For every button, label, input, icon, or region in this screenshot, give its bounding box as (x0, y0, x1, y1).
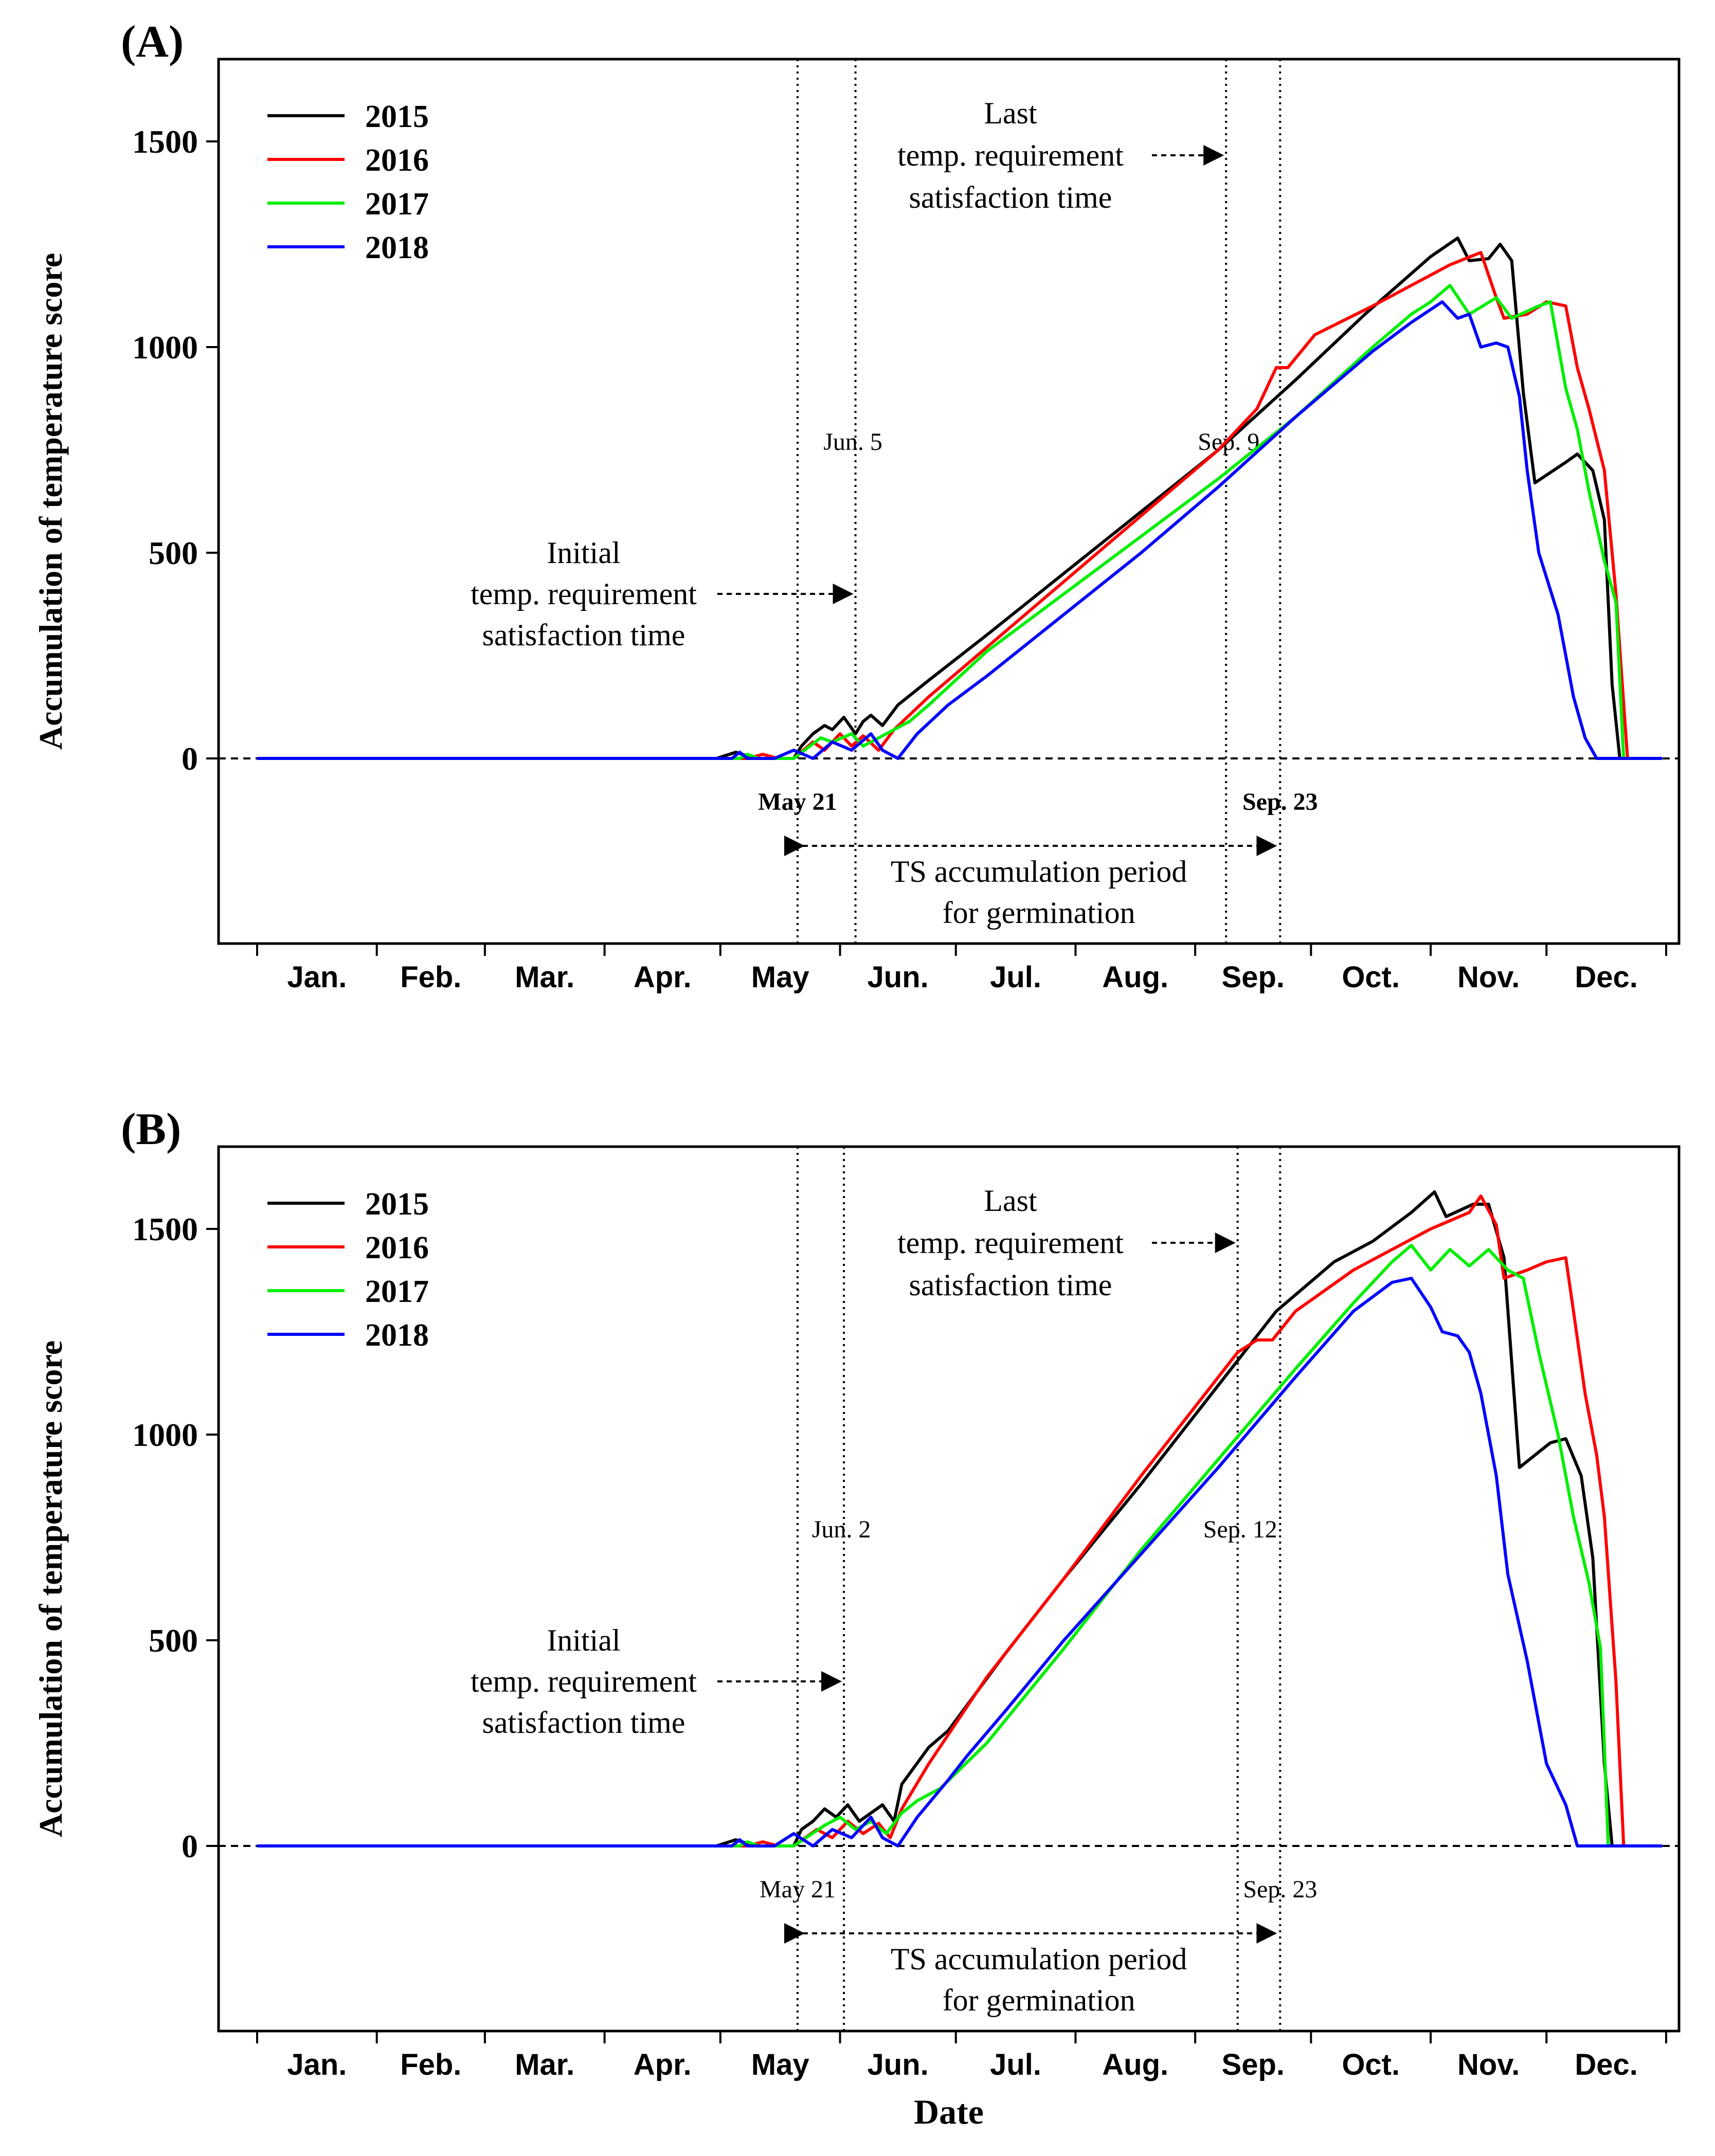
x-axis-label: Date (914, 2092, 984, 2131)
legend-label-2018: 2018 (365, 230, 429, 265)
y-tick-label: 500 (149, 535, 198, 571)
may-date-label: May 21 (758, 788, 837, 816)
y-tick-label: 1500 (132, 123, 198, 160)
x-tick-label: Jul. (990, 2048, 1041, 2081)
initial-annotation-line: temp. requirement (471, 577, 697, 611)
x-tick-label: Feb. (400, 2048, 461, 2081)
x-tick-label: Apr. (634, 2048, 692, 2081)
panel-label: (B) (121, 1104, 181, 1154)
x-tick-label: Jan. (287, 961, 347, 994)
legend-label-2018: 2018 (365, 1318, 429, 1353)
initial-annotation-line: satisfaction time (482, 1706, 685, 1740)
sep-date-label: Sep. 23 (1243, 1876, 1317, 1903)
plot-frame (217, 58, 1681, 945)
series-line-2018 (257, 300, 1663, 760)
last-annotation-line: satisfaction time (909, 180, 1112, 214)
x-tick-label: Oct. (1342, 2048, 1400, 2081)
chart-panel-a: (A) 0 500 1000 1500 Accumulation of temperatu… (32, 17, 1681, 994)
series-line-2015 (257, 237, 1663, 760)
x-tick-label: Oct. (1342, 961, 1400, 994)
x-tick-label: Dec. (1575, 961, 1638, 994)
x-tick-label: Jul. (990, 961, 1041, 994)
legend-label-2017: 2017 (365, 1274, 429, 1309)
y-tick-label: 500 (149, 1622, 198, 1659)
series-line-2018 (257, 1277, 1663, 1847)
series-line-2017 (257, 284, 1663, 760)
x-tick-label: Jun. (868, 961, 929, 994)
y-tick-label: 1000 (132, 329, 198, 366)
last-annotation-line: Last (984, 1184, 1037, 1218)
y-tick-label: 0 (182, 1828, 198, 1864)
legend-label-2015: 2015 (365, 1187, 429, 1222)
chart-panel-b: (B) 0 500 1000 1500 Accumulation of temperatu… (32, 1104, 1681, 2131)
x-tick-label: Nov. (1457, 2048, 1520, 2081)
y-axis-label: Accumulation of temperature score (32, 1340, 69, 1837)
x-tick-label: May (751, 2048, 809, 2081)
x-tick-label: Nov. (1457, 961, 1520, 994)
panel-label: (A) (121, 17, 184, 67)
x-tick-label: Jan. (287, 2048, 347, 2081)
y-axis-label: Accumulation of temperature score (32, 253, 69, 750)
x-tick-label: Mar. (515, 961, 574, 994)
period-annotation-line: TS accumulation period (891, 855, 1187, 889)
x-tick-label: Apr. (634, 961, 692, 994)
x-tick-label: Dec. (1575, 2048, 1638, 2081)
x-tick-label: Sep. (1222, 961, 1285, 994)
plot-frame (217, 1145, 1681, 2033)
legend-label-2016: 2016 (365, 143, 429, 178)
legend-label-2015: 2015 (365, 99, 429, 134)
last-annotation-line: temp. requirement (897, 1226, 1124, 1260)
x-tick-label: May (751, 961, 809, 994)
initial-annotation-line: temp. requirement (471, 1664, 697, 1698)
jun-vline-label: Jun. 2 (812, 1516, 871, 1543)
may-date-label: May 21 (760, 1876, 836, 1903)
y-tick-label: 0 (182, 740, 198, 777)
x-tick-label: Aug. (1102, 961, 1168, 994)
period-annotation-line: for germination (943, 1983, 1135, 2017)
initial-annotation-line: Initial (547, 536, 620, 570)
x-tick-label: Sep. (1222, 2048, 1285, 2081)
series-line-2015 (257, 1190, 1663, 1847)
sep-date-label: Sep. 23 (1242, 788, 1318, 816)
sep-vline-label: Sep. 12 (1203, 1516, 1277, 1543)
legend-label-2016: 2016 (365, 1230, 429, 1265)
last-annotation-line: temp. requirement (897, 138, 1124, 172)
y-tick-label: 1000 (132, 1417, 198, 1453)
jun-vline-label: Jun. 5 (823, 428, 882, 456)
series-line-2016 (257, 1194, 1663, 1847)
initial-annotation-line: Initial (547, 1623, 620, 1657)
legend-label-2017: 2017 (365, 187, 429, 222)
x-tick-label: Feb. (400, 961, 461, 994)
last-annotation-line: satisfaction time (909, 1268, 1112, 1302)
x-tick-label: Jun. (868, 2048, 929, 2081)
series-line-2016 (257, 251, 1663, 760)
period-annotation-line: TS accumulation period (891, 1942, 1187, 1976)
last-annotation-line: Last (984, 96, 1037, 130)
y-tick-label: 1500 (132, 1211, 198, 1247)
series-line-2017 (257, 1244, 1663, 1847)
x-tick-label: Mar. (515, 2048, 574, 2081)
x-tick-label: Aug. (1102, 2048, 1168, 2081)
period-annotation-line: for germination (943, 896, 1135, 930)
initial-annotation-line: satisfaction time (482, 618, 685, 652)
